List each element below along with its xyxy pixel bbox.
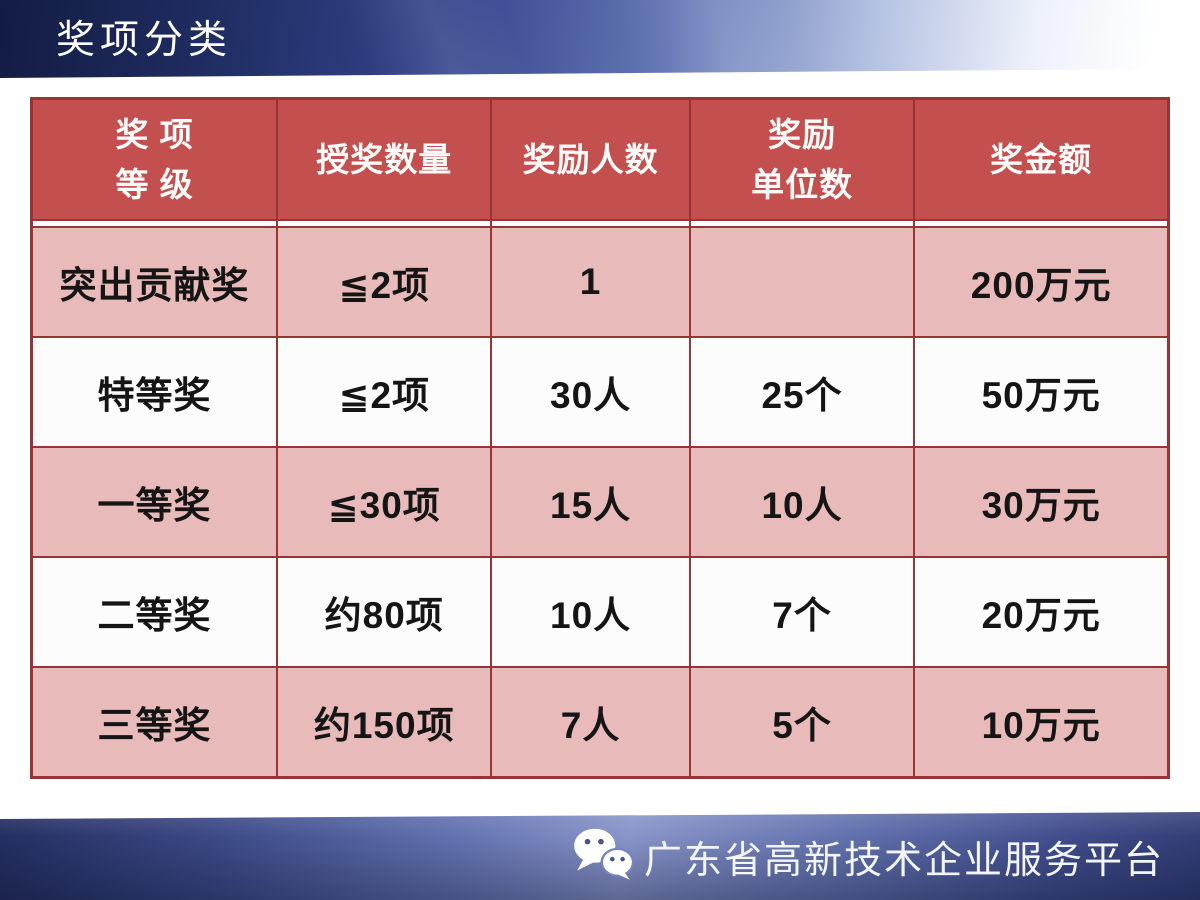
cell-people: 1 [490,226,691,338]
col-header-amount: 奖金额 [913,97,1170,221]
table-row: 突出贡献奖 ≦2项 1 200万元 [30,226,1170,338]
cell-quantity: ≦2项 [276,336,493,448]
col-header-units: 奖励 单位数 [688,97,916,221]
award-classification-table: 奖 项 等 级 授奖数量 奖励人数 奖励 单位数 奖金额 [30,97,1170,779]
cell-units: 25个 [688,336,916,448]
separator-cell [490,219,691,228]
cell-amount: 20万元 [913,556,1170,668]
separator-cell [913,219,1170,228]
cell-units: 10人 [688,446,916,558]
table-row: 二等奖 约80项 10人 7个 20万元 [30,556,1170,668]
cell-level: 三等奖 [30,666,279,779]
cell-people: 15人 [490,446,691,558]
col-header-quantity: 授奖数量 [276,97,493,221]
wechat-icon [570,826,636,882]
cell-amount: 50万元 [913,336,1170,448]
cell-people: 30人 [490,336,691,448]
col-header-people: 奖励人数 [490,97,691,221]
cell-level: 特等奖 [30,336,279,448]
title-banner: 奖项分类 [0,0,1200,78]
cell-quantity: 约150项 [276,666,493,779]
table-row: 特等奖 ≦2项 30人 25个 50万元 [30,336,1170,448]
cell-people: 7人 [490,666,691,779]
cell-units: 5个 [688,666,916,779]
col-header-award-level: 奖 项 等 级 [30,97,279,221]
page-title: 奖项分类 [56,19,233,62]
separator-cell [30,219,279,228]
header-line: 奖励 [768,116,837,153]
separator-cell [688,219,916,228]
cell-level: 二等奖 [30,556,279,668]
table-header-row: 奖 项 等 级 授奖数量 奖励人数 奖励 单位数 奖金额 [30,97,1170,221]
separator-cell [276,219,493,228]
cell-level: 突出贡献奖 [30,226,279,338]
header-line: 奖 项 [115,116,194,153]
cell-units [688,226,916,338]
cell-quantity: ≦2项 [276,226,493,338]
header-line: 单位数 [751,165,854,203]
cell-amount: 10万元 [913,666,1170,779]
table-row: 三等奖 约150项 7人 5个 10万元 [30,666,1170,779]
header-line: 等 级 [115,165,194,203]
cell-people: 10人 [490,556,691,668]
cell-units: 7个 [688,556,916,668]
cell-quantity: 约80项 [276,556,493,668]
cell-quantity: ≦30项 [276,446,493,558]
cell-amount: 200万元 [913,226,1170,338]
cell-level: 一等奖 [30,446,279,558]
header-separator-row [30,219,1170,228]
cell-amount: 30万元 [913,446,1170,558]
table-row: 一等奖 ≦30项 15人 10人 30万元 [30,446,1170,558]
footer-brand: 广东省高新技术企业服务平台 [643,839,1164,882]
footer-banner: 广东省高新技术企业服务平台 [0,812,1200,900]
